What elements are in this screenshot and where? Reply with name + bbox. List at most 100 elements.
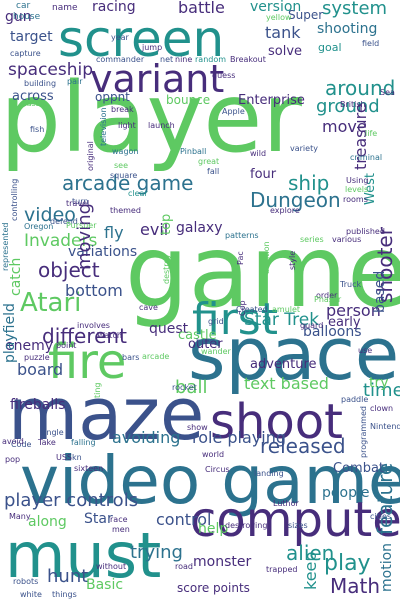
word-cave: cave	[139, 303, 158, 312]
word-capture: capture	[10, 49, 41, 58]
word-paddle: paddle	[341, 395, 369, 404]
word-enemy: enemy	[5, 338, 54, 354]
word-name: name	[52, 3, 78, 13]
word-trying: trying	[130, 542, 183, 563]
word-adventure: adventure	[250, 357, 317, 372]
word-shooting: shooting	[317, 21, 378, 37]
word-keep: keep	[301, 551, 320, 590]
word-television: television	[99, 107, 108, 146]
word-criminal: criminal	[350, 153, 383, 162]
word-various: various	[332, 235, 362, 244]
word-amulet: amulet	[272, 305, 301, 314]
word-target: target	[10, 29, 53, 45]
word-nine: nine	[175, 55, 193, 64]
word-play: play	[324, 551, 371, 576]
word-addition: addition	[262, 241, 271, 274]
word-commander: commander	[96, 55, 145, 64]
word-early: early	[328, 315, 361, 330]
word-bottom: bottom	[65, 281, 123, 300]
word-racing: racing	[92, 0, 136, 15]
word-tank: tank	[265, 23, 301, 42]
word-created: Created	[236, 305, 268, 314]
word-levels: levels	[345, 185, 369, 194]
word-arcade: arcade	[142, 352, 170, 361]
word-sixteen: sixteen	[74, 464, 104, 473]
word-along: along	[28, 514, 67, 530]
word-series: series	[300, 235, 324, 244]
word-quest: quest	[149, 321, 189, 337]
word-outer: outer	[188, 337, 223, 352]
word-system: system	[322, 0, 388, 19]
word-rooms: rooms	[343, 195, 368, 204]
word-four: four	[250, 167, 277, 182]
word-galaxy: galaxy	[176, 220, 223, 236]
word-falling: falling	[71, 438, 96, 447]
word-video: video	[24, 204, 76, 226]
word-maze: maze	[8, 372, 205, 456]
word-trapped: trapped	[266, 565, 298, 574]
word-explore: explore	[270, 206, 300, 215]
word-person: person	[326, 301, 381, 320]
word-cop: Cop	[238, 300, 247, 316]
word-random: random	[195, 55, 227, 64]
word-puzzle: puzzle	[24, 353, 50, 362]
word-player-controls: player controls	[4, 490, 139, 511]
word-goal: goal	[318, 41, 342, 54]
word-turn: turn	[72, 197, 89, 206]
word-white: white	[20, 590, 42, 599]
word-shoot: shoot	[210, 394, 343, 450]
word-oregon: Oregon	[24, 222, 54, 231]
word-dungeon: Dungeon	[250, 188, 341, 212]
word-jump: jump	[142, 43, 163, 52]
word-wander: wander	[201, 347, 231, 356]
word-fish: fish	[30, 125, 45, 134]
word-car: car	[16, 1, 31, 11]
word-bars: bars	[122, 353, 140, 362]
word-light: light	[118, 121, 136, 130]
word-star: Star	[84, 511, 113, 527]
word-time: time	[363, 380, 400, 401]
word-defend: defend	[50, 217, 78, 226]
word-robots: robots	[13, 577, 39, 586]
word-fly: fly	[104, 223, 124, 242]
word-order: order	[316, 291, 338, 300]
word-monster: monster	[193, 554, 252, 570]
word-using: Using	[346, 176, 369, 185]
word-pursuer: Pursuer	[66, 221, 97, 230]
word-sizes: sizes	[288, 521, 308, 530]
word-ball: ball	[175, 377, 208, 398]
word-sea: Sea	[380, 88, 395, 97]
word-motion: motion	[379, 542, 395, 592]
word-fire: fire	[48, 334, 127, 390]
word-published: published	[346, 227, 385, 236]
word-first: first	[192, 294, 278, 345]
word-must: must	[5, 519, 162, 592]
word-things: things	[52, 590, 77, 599]
word-avoiding: avoiding	[112, 428, 181, 447]
word-star-trek: Star Trek	[244, 310, 320, 330]
word-involves: involves	[77, 321, 110, 330]
word-break: break	[111, 105, 134, 114]
word-ground: ground	[316, 96, 380, 117]
word-fireballs: fireballs	[10, 397, 66, 413]
word-men: men	[112, 525, 130, 534]
word-take: Take	[38, 438, 56, 447]
word-classic: classic	[20, 99, 47, 108]
word-grid: grid	[208, 317, 224, 326]
word-themed: themed	[110, 206, 141, 215]
word-variant: variant	[90, 57, 225, 101]
word-circus: Circus	[205, 465, 230, 474]
word-people: people	[322, 485, 370, 501]
word-truck: Truck	[340, 280, 362, 289]
word-pop: pop	[5, 455, 21, 464]
word-square: square	[110, 171, 138, 180]
word-bounce: bounce	[166, 93, 211, 107]
word-arcade-game: arcade game	[62, 171, 194, 195]
word-uss: USS	[56, 453, 73, 462]
word-patterns: patterns	[225, 231, 259, 240]
word-wagon: wagon	[112, 147, 139, 156]
word-game: game	[125, 213, 400, 330]
word-wild: wild	[250, 149, 267, 158]
word-clear: clear	[128, 189, 148, 198]
